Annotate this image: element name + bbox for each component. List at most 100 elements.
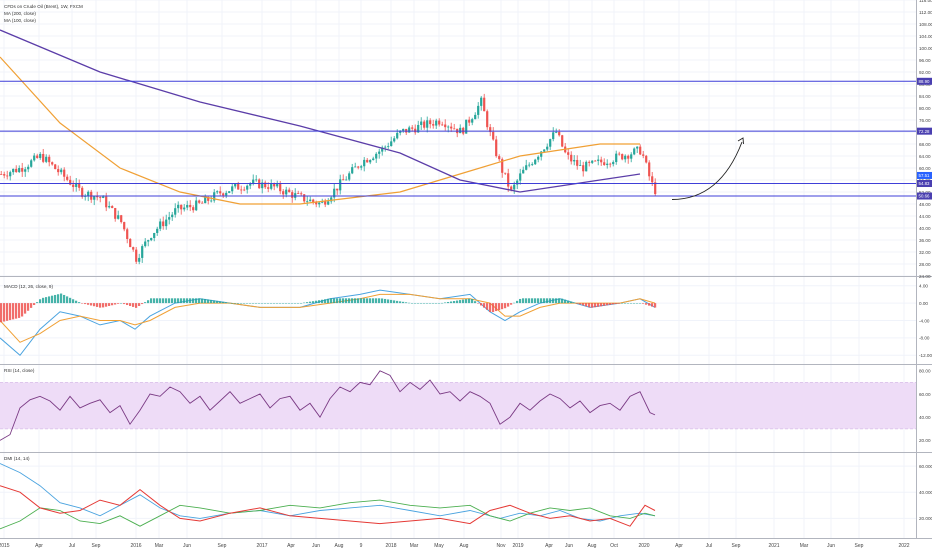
candle-body	[618, 153, 621, 155]
time-tick-label: 9	[360, 543, 363, 549]
macd-histogram-bar	[597, 303, 600, 307]
candle-body	[354, 166, 357, 168]
macd-histogram-bar	[189, 298, 192, 304]
time-tick-label: 2020	[638, 543, 649, 549]
candle-body	[522, 169, 525, 174]
macd-histogram-bar	[642, 303, 645, 304]
macd-histogram-bar	[87, 303, 90, 305]
macd-histogram-bar	[417, 303, 420, 304]
dmi-tick-label: 20.0000	[919, 516, 932, 521]
candle-body	[495, 139, 498, 157]
macd-histogram-bar	[123, 303, 126, 305]
candle-body	[15, 168, 18, 173]
macd-histogram-bar	[492, 303, 495, 313]
candle-body	[399, 130, 402, 133]
candle-body	[198, 200, 201, 203]
macd-histogram-bar	[198, 298, 201, 304]
price-tick-label: 76.00	[919, 118, 931, 123]
candle-body	[603, 162, 606, 165]
macd-histogram-bar	[603, 303, 606, 306]
macd-histogram-bar	[42, 297, 45, 304]
macd-histogram-bar	[372, 298, 375, 304]
macd-histogram-bar	[576, 303, 579, 304]
macd-histogram-bar	[243, 303, 246, 304]
candle-body	[222, 193, 225, 196]
candle-body	[468, 119, 471, 123]
candle-body	[168, 217, 171, 220]
macd-histogram-bar	[207, 299, 210, 304]
macd-tick-label: -12.00	[919, 353, 932, 358]
macd-histogram-bar	[255, 303, 258, 304]
macd-histogram-bar	[153, 298, 156, 304]
candle-body	[99, 197, 102, 199]
macd-histogram-bar	[405, 302, 408, 304]
candles[interactable]	[0, 93, 657, 265]
price-tag-label: 50.66	[919, 194, 931, 199]
macd-histogram-bar	[462, 299, 465, 304]
candle-body	[396, 132, 399, 139]
macd-histogram-bar	[471, 299, 474, 304]
candle-body	[501, 159, 504, 173]
candle-body	[486, 111, 489, 128]
macd-histogram-bar	[342, 298, 345, 304]
candle-body	[615, 153, 618, 163]
candle-body	[540, 151, 543, 157]
candle-body	[144, 241, 147, 247]
macd-histogram-bar	[51, 295, 54, 304]
candle-body	[87, 191, 90, 196]
macd-histogram-bar	[105, 303, 108, 307]
macd-histogram-bar	[267, 303, 270, 304]
rsi-band-layer	[0, 382, 916, 429]
time-tick-label: Jun	[312, 543, 320, 549]
candle-body	[273, 183, 276, 187]
candle-body	[534, 159, 537, 165]
candle-body	[36, 155, 39, 158]
macd-histogram-bar	[222, 301, 225, 304]
candle-body	[276, 183, 279, 187]
macd-histogram-bar	[423, 303, 426, 304]
candle-body	[384, 146, 387, 148]
macd-histogram-bar	[120, 303, 123, 304]
candle-body	[585, 161, 588, 172]
candle-body	[552, 132, 555, 140]
candle-body	[189, 204, 192, 208]
price-tick-label: 64.00	[919, 154, 931, 159]
macd-histogram-bar	[540, 298, 543, 304]
price-tag-box	[917, 180, 932, 188]
macd-histogram-bar	[525, 298, 528, 304]
macd-histogram-bar	[594, 303, 597, 308]
candle-body	[633, 148, 636, 155]
candle-body	[171, 214, 174, 218]
macd-histogram-bar	[435, 303, 438, 304]
macd-histogram-bar	[501, 303, 504, 310]
macd-histogram-bar	[162, 298, 165, 304]
time-tick-label: Mar	[800, 543, 809, 549]
macd-histogram-bar	[426, 303, 429, 304]
macd-histogram-bar	[357, 298, 360, 304]
candle-body	[369, 160, 372, 163]
candle-body	[216, 191, 219, 193]
candle-body	[294, 193, 297, 198]
price-tick-label: 48.00	[919, 202, 931, 207]
macd-histogram-bar	[72, 299, 75, 304]
candle-body	[402, 128, 405, 131]
macd-histogram-bar	[381, 298, 384, 304]
macd-histogram-bar	[90, 303, 93, 306]
rsi-tick-label: 20.00	[919, 438, 931, 443]
price-tag-box	[917, 171, 932, 179]
candle-body	[480, 97, 483, 106]
macd-histogram-bar	[36, 302, 39, 304]
macd-histogram-bar	[516, 300, 519, 304]
time-tick-label: 2016	[130, 543, 141, 549]
time-tick-label: Aug	[460, 543, 469, 549]
macd-histogram-bar	[297, 303, 300, 304]
candle-body	[348, 173, 351, 180]
macd-histogram-bar	[369, 298, 372, 304]
candle-body	[375, 153, 378, 159]
candle-body	[135, 249, 138, 262]
macd-histogram-bar	[468, 298, 471, 304]
horizontal-levels[interactable]	[0, 80, 916, 197]
macd-histogram-bar	[474, 301, 477, 304]
candle-body	[111, 206, 114, 209]
